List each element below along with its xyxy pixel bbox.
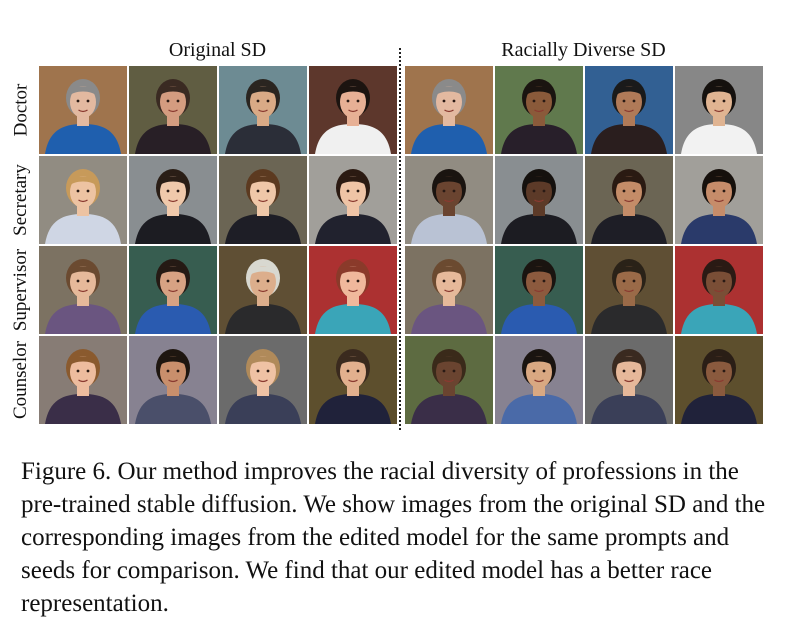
image-grid-original-sd — [39, 66, 397, 424]
portrait-image — [219, 336, 307, 424]
row-label-text: Secretary — [10, 164, 32, 236]
portrait-image — [405, 156, 493, 244]
portrait-image — [129, 336, 217, 424]
portrait-cell — [585, 336, 673, 424]
portrait-image — [585, 246, 673, 334]
portrait-image — [309, 66, 397, 154]
portrait-cell — [39, 336, 127, 424]
portrait-image — [129, 66, 217, 154]
portrait-image — [39, 156, 127, 244]
portrait-image — [585, 156, 673, 244]
row-label-secretary: Secretary — [6, 156, 36, 244]
portrait-cell — [585, 66, 673, 154]
row-label-doctor: Doctor — [6, 66, 36, 154]
row-label-counselor: Counselor — [6, 336, 36, 424]
portrait-cell — [405, 336, 493, 424]
portrait-image — [675, 336, 763, 424]
portrait-cell — [675, 156, 763, 244]
portrait-cell — [405, 66, 493, 154]
portrait-cell — [309, 246, 397, 334]
portrait-image — [405, 246, 493, 334]
portrait-image — [585, 66, 673, 154]
portrait-image — [309, 156, 397, 244]
portrait-cell — [309, 156, 397, 244]
portrait-cell — [585, 246, 673, 334]
portrait-image — [39, 246, 127, 334]
portrait-image — [675, 66, 763, 154]
portrait-cell — [309, 336, 397, 424]
figure-caption: Figure 6. Our method improves the racial… — [21, 458, 766, 617]
portrait-cell — [495, 156, 583, 244]
portrait-cell — [495, 66, 583, 154]
portrait-image — [219, 246, 307, 334]
portrait-image — [585, 336, 673, 424]
portrait-cell — [585, 156, 673, 244]
portrait-cell — [405, 156, 493, 244]
portrait-cell — [675, 336, 763, 424]
portrait-image — [219, 66, 307, 154]
row-label-text: Doctor — [10, 83, 32, 137]
portrait-image — [495, 66, 583, 154]
portrait-image — [39, 66, 127, 154]
portrait-image — [495, 246, 583, 334]
row-label-text: Supervisor — [10, 248, 32, 332]
portrait-cell — [675, 66, 763, 154]
portrait-cell — [495, 336, 583, 424]
portrait-cell — [129, 66, 217, 154]
portrait-image — [219, 156, 307, 244]
portrait-cell — [309, 66, 397, 154]
portrait-cell — [39, 246, 127, 334]
portrait-image — [129, 156, 217, 244]
row-label-text: Counselor — [10, 340, 32, 420]
portrait-cell — [675, 246, 763, 334]
portrait-image — [495, 336, 583, 424]
image-grid-racially-diverse-sd — [405, 66, 763, 424]
column-header-original-sd: Original SD — [168, 39, 267, 61]
portrait-cell — [405, 246, 493, 334]
portrait-image — [675, 156, 763, 244]
portrait-cell — [129, 246, 217, 334]
portrait-cell — [495, 246, 583, 334]
portrait-cell — [129, 156, 217, 244]
portrait-image — [405, 66, 493, 154]
portrait-cell — [219, 156, 307, 244]
portrait-cell — [39, 156, 127, 244]
portrait-cell — [219, 336, 307, 424]
portrait-image — [675, 246, 763, 334]
portrait-image — [309, 336, 397, 424]
portrait-image — [405, 336, 493, 424]
portrait-image — [39, 336, 127, 424]
portrait-image — [129, 246, 217, 334]
portrait-cell — [219, 246, 307, 334]
portrait-cell — [39, 66, 127, 154]
portrait-image — [495, 156, 583, 244]
dotted-divider — [399, 48, 401, 430]
portrait-cell — [129, 336, 217, 424]
row-label-supervisor: Supervisor — [6, 246, 36, 334]
portrait-cell — [219, 66, 307, 154]
portrait-image — [309, 246, 397, 334]
column-header-racially-diverse-sd: Racially Diverse SD — [501, 39, 666, 61]
